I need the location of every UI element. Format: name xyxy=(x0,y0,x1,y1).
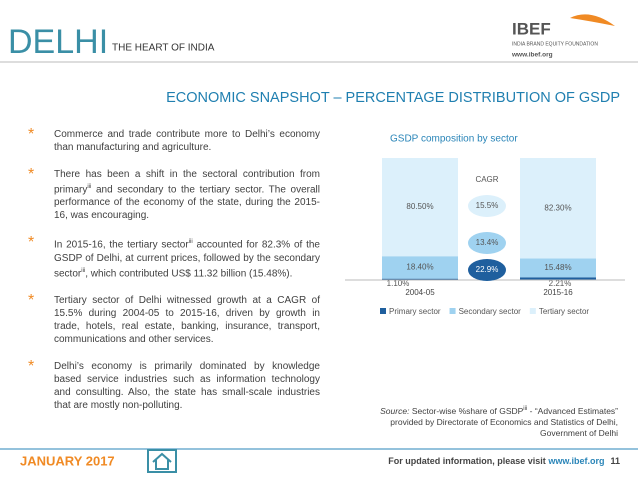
footer-text: For updated information, please visit ww… xyxy=(388,456,620,466)
bullet-text: accounted for 82.3% of the GSDP of Delhi… xyxy=(54,239,320,279)
value-label: 15.48% xyxy=(544,263,571,272)
cagr-value: 22.9% xyxy=(476,265,499,274)
value-label: 80.50% xyxy=(406,202,433,211)
logo-url: www.ibef.org xyxy=(511,52,553,59)
bar-segment xyxy=(520,258,596,278)
value-label: 82.30% xyxy=(544,203,571,212)
bar-segment xyxy=(382,158,458,257)
footer-date: JANUARY 2017 xyxy=(20,453,115,468)
cagr-bubble xyxy=(468,259,506,281)
footer-note: For updated information, please visit xyxy=(388,456,548,466)
bullet: * Delhi’s economy is primarily dominated … xyxy=(24,357,320,412)
source-note: Source: Sector-wise %share of GSDPiii - … xyxy=(368,404,618,439)
legend-label: Tertiary sector xyxy=(539,307,590,316)
bullet-star: * xyxy=(28,291,35,309)
bar-segment xyxy=(520,158,596,259)
bullet: * In 2015-16, the tertiary sectoriii acco… xyxy=(24,234,320,280)
header-subtitle: THE HEART OF INDIA xyxy=(112,43,215,54)
header-title: DELHI xyxy=(8,23,108,61)
source-text: Sector-wise %share of GSDP xyxy=(411,405,524,416)
heading: ECONOMIC SNAPSHOT – PERCENTAGE DISTRIBUT… xyxy=(166,90,620,106)
bullet-star: * xyxy=(28,234,35,252)
cagr-value: 13.4% xyxy=(476,238,499,247)
cagr-label: CAGR xyxy=(475,175,498,184)
cagr-value: 15.5% xyxy=(476,201,499,210)
cagr-bubble xyxy=(468,195,506,217)
bullet-text: Commerce and trade contribute more to De… xyxy=(54,129,320,153)
bullet-text: Delhi’s economy is primarily dominated b… xyxy=(54,360,320,411)
cagr-bubble xyxy=(468,232,506,254)
value-label: 2.21% xyxy=(549,279,572,288)
bullet-star: * xyxy=(28,166,35,183)
bullet-text: In 2015-16, the tertiary sector xyxy=(54,239,189,251)
header-band xyxy=(0,0,638,62)
logo-bird xyxy=(570,14,615,26)
bullet: * Commerce and trade contribute more to D… xyxy=(24,126,320,154)
bullet-star: * xyxy=(28,357,35,375)
legend-swatch xyxy=(380,308,386,314)
home-icon[interactable] xyxy=(147,449,177,473)
chart-title: GSDP composition by sector xyxy=(390,134,518,145)
bullet-text: , which contributed US$ 11.32 billion (1… xyxy=(85,267,293,279)
bar-segment xyxy=(382,278,458,280)
bullet-list: * Commerce and trade contribute more to D… xyxy=(24,126,320,426)
x-tick-label: 2004-05 xyxy=(405,288,435,297)
home-glyph[interactable] xyxy=(152,452,172,470)
legend-swatch xyxy=(529,308,536,314)
legend-swatch xyxy=(449,308,456,314)
superscript: iii xyxy=(188,239,193,246)
value-label: 1.10% xyxy=(387,279,410,288)
bullet-text: and secondary to the tertiary sector. Th… xyxy=(54,184,320,222)
bullet: * Tertiary sector of Delhi witnessed grow… xyxy=(24,291,320,346)
superscript: iii xyxy=(81,267,86,274)
source-sup: iii xyxy=(523,406,528,412)
footer-url: www.ibef.org xyxy=(547,456,604,466)
bullet-star: * xyxy=(28,126,35,143)
page-number: 11 xyxy=(610,456,620,466)
superscript: iii xyxy=(87,184,92,190)
logo: IBEF xyxy=(512,19,551,38)
bar-segment xyxy=(520,277,596,280)
source-label: Source: xyxy=(380,405,410,416)
bullet-text: There has been a shift in the sectoral c… xyxy=(54,169,320,196)
bar-segment xyxy=(382,256,458,279)
source-rest: - “Advanced Estimates” provided by Direc… xyxy=(390,405,618,438)
logo-caption: INDIA BRAND EQUITY FOUNDATION xyxy=(512,41,598,47)
bullet-text: Tertiary sector of Delhi witnessed growt… xyxy=(54,294,320,345)
bullet: * There has been a shift in the sectoral … xyxy=(24,166,320,222)
legend-label: Secondary sector xyxy=(459,307,522,316)
legend-label: Primary sector xyxy=(389,307,441,316)
x-tick-label: 2015-16 xyxy=(543,288,573,297)
value-label: 18.40% xyxy=(406,263,433,272)
